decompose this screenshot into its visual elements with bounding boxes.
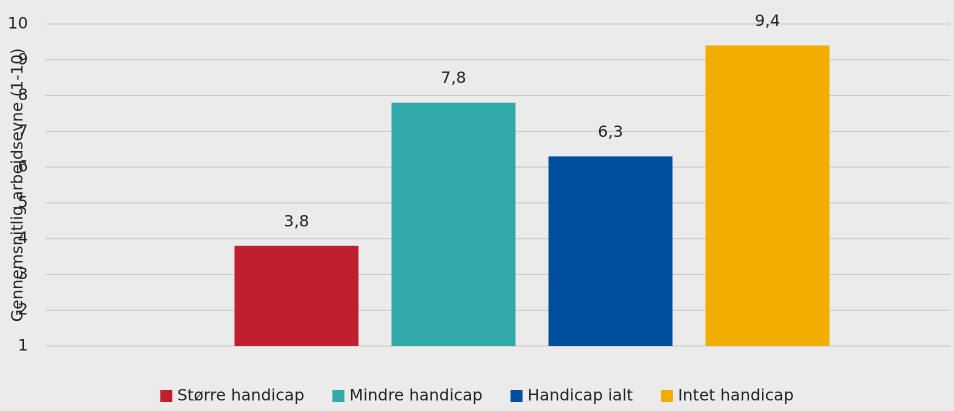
legend-label: Handicap ialt	[528, 386, 633, 405]
y-tick-label: 5	[18, 192, 28, 211]
data-label: 6,3	[598, 122, 623, 141]
data-label: 3,8	[284, 211, 309, 230]
y-axis-label: Gennemsnitlig arbejdsevne (1-10)	[8, 48, 27, 322]
y-tick-label: 9	[18, 49, 28, 68]
y-tick-label: 8	[18, 85, 28, 104]
y-tick-label: 4	[18, 228, 28, 247]
y-tick-label: 2	[18, 300, 28, 319]
legend-swatch	[332, 390, 345, 402]
legend-swatch	[660, 390, 673, 402]
legend-swatch	[160, 390, 173, 402]
legend-label: Mindre handicap	[349, 386, 482, 405]
y-tick-label: 1	[18, 336, 28, 355]
legend-swatch	[510, 390, 523, 402]
bar	[391, 102, 516, 346]
y-tick-label: 7	[18, 121, 28, 140]
bar	[548, 156, 673, 346]
bar	[705, 45, 830, 346]
data-label: 7,8	[441, 68, 466, 87]
bar	[234, 245, 359, 346]
y-tick-label: 3	[18, 264, 28, 283]
legend-label: Intet handicap	[678, 386, 794, 405]
y-tick-label: 6	[18, 157, 28, 176]
y-tick-label: 10	[8, 14, 28, 33]
legend-label: Større handicap	[177, 386, 304, 405]
data-label: 9,4	[755, 11, 780, 30]
